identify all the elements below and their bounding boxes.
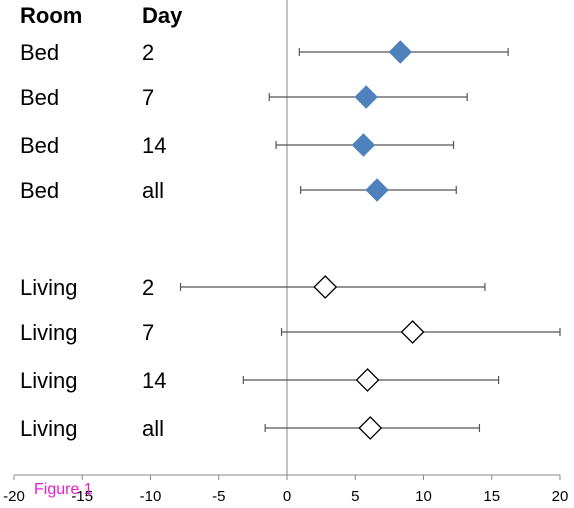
axes	[13, 0, 561, 480]
x-tick-label: -20	[3, 488, 25, 505]
x-tick-labels: -20 -15 -10 -5 0 5 10 15 20	[3, 488, 568, 505]
point-estimate-marker	[354, 85, 378, 109]
x-tick-label: -10	[140, 488, 162, 505]
figure-label: Figure 1	[34, 481, 93, 498]
point-estimate-marker	[358, 416, 383, 440]
forest-row: Living all	[20, 416, 481, 441]
row-day-label: all	[142, 416, 164, 441]
row-day-label: 14	[142, 368, 166, 393]
forest-row: Bed 7	[20, 85, 468, 110]
header-room: Room	[20, 3, 82, 28]
forest-row: Living 2	[20, 275, 486, 300]
row-room-label: Bed	[20, 133, 59, 158]
row-room-label: Bed	[20, 178, 59, 203]
header-day: Day	[142, 3, 183, 28]
x-tick-label: -5	[212, 488, 225, 505]
row-day-label: 14	[142, 133, 166, 158]
row-day-label: 2	[142, 275, 154, 300]
row-room-label: Living	[20, 368, 77, 393]
forest-rows: Bed 2 Bed 7 Bed 14 Bed all Living 2 Living 7 Living 1…	[20, 40, 561, 441]
point-estimate-marker	[388, 40, 413, 64]
row-day-label: 2	[142, 40, 154, 65]
row-day-label: all	[142, 178, 164, 203]
point-estimate-marker	[351, 133, 376, 157]
row-day-label: 7	[142, 320, 154, 345]
row-room-label: Living	[20, 416, 77, 441]
point-estimate-marker	[313, 275, 338, 299]
row-day-label: 7	[142, 85, 154, 110]
forest-row: Bed 14	[20, 133, 455, 158]
row-room-label: Bed	[20, 40, 59, 65]
forest-row: Bed all	[20, 178, 457, 203]
x-tick-label: 0	[283, 488, 291, 505]
forest-row: Living 7	[20, 320, 561, 345]
x-tick-label: -15	[71, 488, 93, 505]
x-tick-label: 15	[483, 488, 500, 505]
point-estimate-marker	[365, 178, 389, 202]
x-tick-label: 10	[415, 488, 432, 505]
x-tick-label: 5	[351, 488, 359, 505]
x-tick-label: 20	[552, 488, 569, 505]
forest-row: Living 14	[20, 368, 500, 393]
row-room-label: Living	[20, 275, 77, 300]
point-estimate-marker	[355, 368, 380, 392]
forest-row: Bed 2	[20, 40, 509, 65]
row-room-label: Bed	[20, 85, 59, 110]
point-estimate-marker	[400, 320, 425, 344]
row-room-label: Living	[20, 320, 77, 345]
